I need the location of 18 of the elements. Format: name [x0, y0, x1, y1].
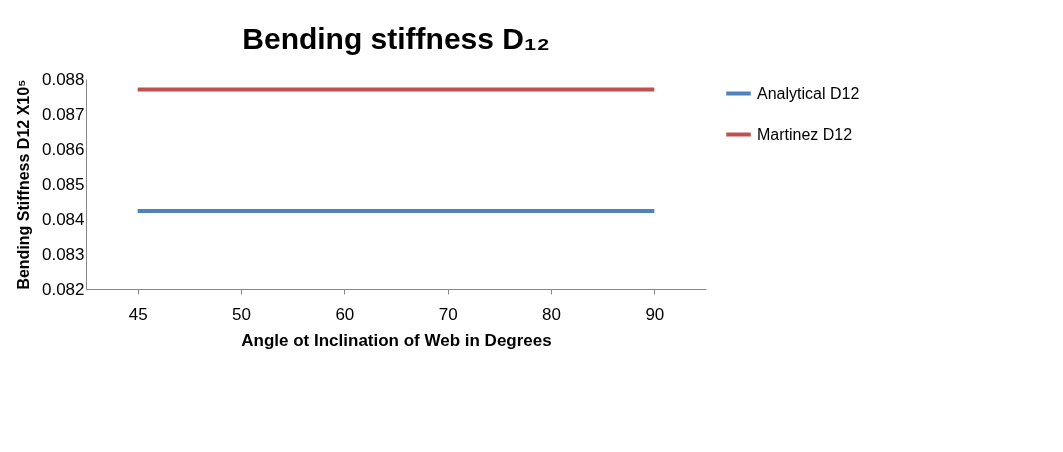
x-axis-title: Angle ot Inclination of Web in Degrees: [241, 330, 552, 350]
y-tick-label: 0.088: [41, 69, 85, 89]
y-tick-label: 0.083: [41, 244, 85, 264]
x-tick-label: 50: [232, 304, 251, 324]
y-tick-label: 0.082: [41, 279, 85, 299]
x-tick-label: 70: [438, 304, 458, 324]
x-tick-label: 80: [542, 304, 561, 324]
x-tick-label: 45: [128, 304, 148, 324]
x-tick-label: 90: [645, 304, 665, 324]
y-axis-title: Bending Stiffness D12 X10⁵: [14, 79, 32, 290]
y-tick-label: 0.085: [41, 174, 85, 194]
y-tick-label: 0.087: [41, 104, 85, 124]
x-tick-label: 60: [335, 304, 355, 324]
legend-label: Martinez D12: [757, 125, 853, 143]
y-tick-label: 0.086: [41, 139, 85, 159]
y-tick-label: 0.084: [41, 209, 85, 229]
chart-title: Bending stiffness D₁₂: [242, 22, 550, 55]
legend-label: Analytical D12: [757, 84, 860, 102]
